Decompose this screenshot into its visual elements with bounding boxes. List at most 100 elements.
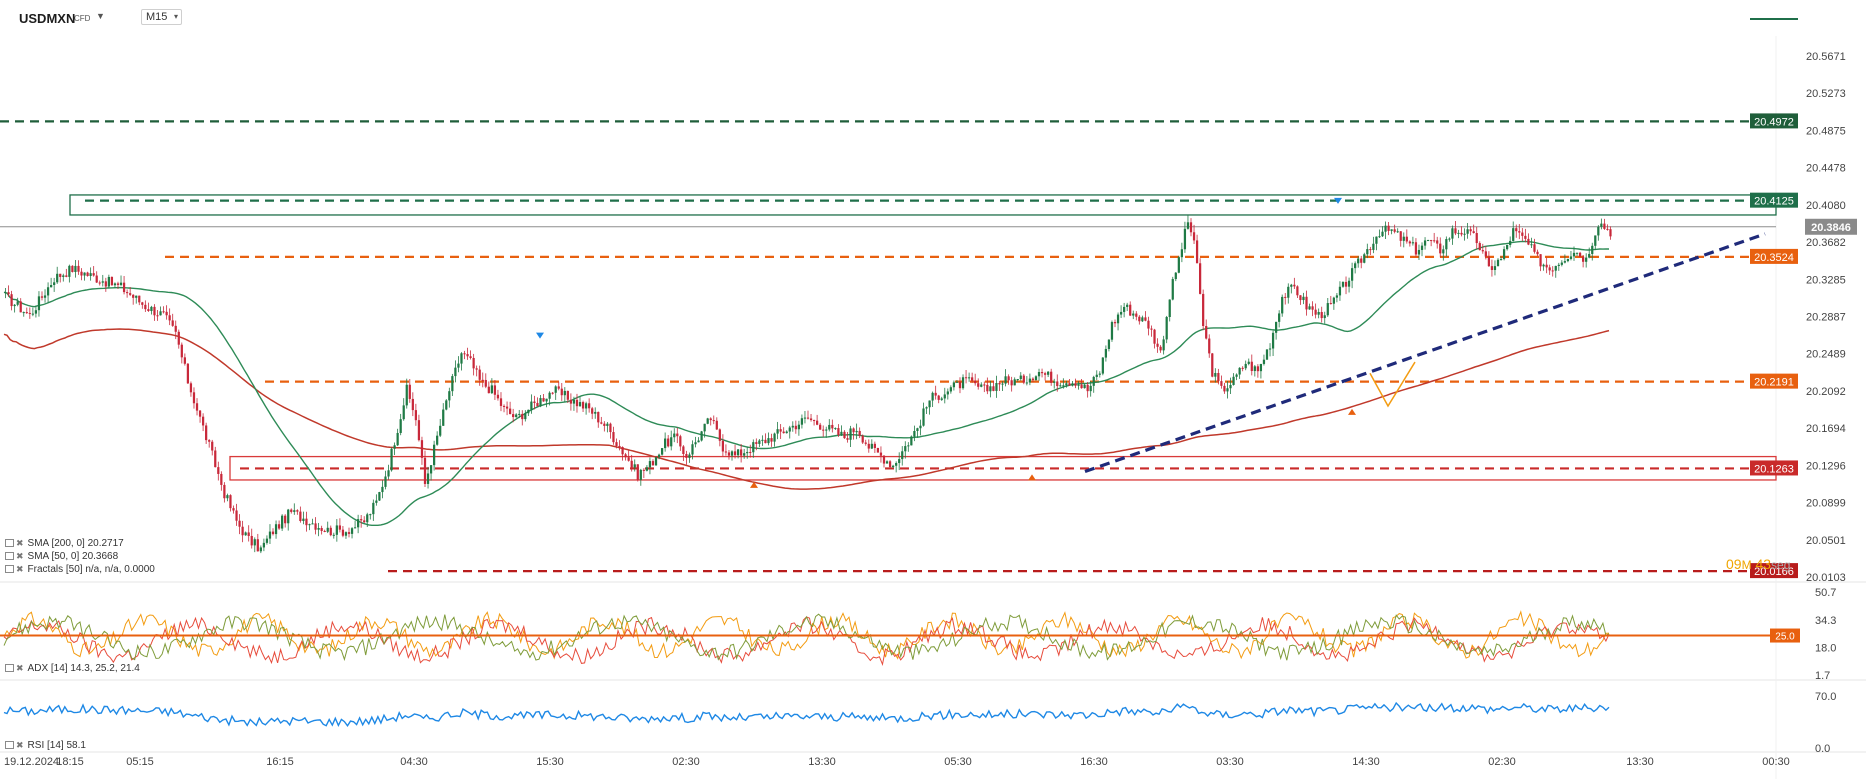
legend-adx[interactable]: ✖ ADX [14] 14.3, 25.2, 21.4 [5, 663, 140, 674]
candle-body [1165, 316, 1168, 340]
candle-body [885, 461, 889, 464]
candle-body [980, 384, 983, 387]
candle-body [828, 424, 831, 430]
close-icon[interactable]: ✖ [16, 538, 24, 548]
candle-body [709, 418, 712, 421]
candle-body [1481, 250, 1484, 252]
candle-body [998, 382, 1001, 385]
legend-sma200[interactable]: ✖ SMA [200, 0] 20.2717 [5, 538, 124, 549]
candle-body [846, 438, 849, 440]
fractal-marker [750, 481, 758, 488]
candles-group [4, 215, 1612, 554]
candle-body [858, 430, 861, 436]
candle-body [518, 413, 521, 415]
close-icon[interactable]: ✖ [16, 564, 24, 574]
close-icon[interactable]: ✖ [16, 551, 24, 561]
candle-body [733, 451, 737, 456]
candle-body [791, 425, 794, 428]
level-tag-label: 20.1263 [1754, 463, 1794, 475]
candle-body [493, 385, 497, 395]
candle-body [910, 436, 913, 446]
legend-rsi[interactable]: ✖ RSI [14] 58.1 [5, 740, 86, 751]
last-price-tag [1805, 218, 1857, 235]
candle-body [1168, 299, 1171, 317]
candle-body [1144, 317, 1147, 321]
candle-body [274, 524, 278, 535]
candle-body [302, 518, 305, 522]
candle-body [1502, 249, 1506, 260]
candle-body [1381, 231, 1384, 237]
legend-fractals[interactable]: ✖ Fractals [50] n/a, n/a, 0.0000 [5, 564, 155, 575]
candle-body [4, 292, 7, 294]
adx-tick-label: 34.3 [1815, 615, 1836, 627]
candle-body [89, 273, 92, 277]
symbol-dropdown-icon[interactable]: ▼ [96, 11, 105, 21]
candle-body [1229, 384, 1232, 389]
candle-body [1457, 232, 1460, 234]
candle-body [341, 529, 345, 536]
candle-body [1588, 253, 1591, 258]
time-tick-label: 13:30 [808, 756, 836, 768]
candle-body [1606, 228, 1609, 230]
candle-body [861, 435, 864, 443]
candle-body [1311, 306, 1314, 310]
candle-body [667, 438, 670, 447]
settings-icon[interactable] [5, 741, 14, 750]
candle-body [37, 296, 41, 311]
candle-body [597, 411, 600, 423]
candle-body [1320, 312, 1323, 319]
candle-body [600, 422, 603, 424]
candle-body [1107, 339, 1111, 349]
candle-body [542, 398, 545, 402]
time-tick-label: 15:30 [536, 756, 564, 768]
candle-body [815, 420, 819, 425]
candle-body [1408, 241, 1411, 244]
settings-icon[interactable] [5, 664, 14, 673]
settings-icon[interactable] [5, 552, 14, 561]
candle-body [837, 428, 840, 435]
candle-body [691, 444, 694, 455]
candle-body [1393, 229, 1396, 232]
close-icon[interactable]: ✖ [16, 740, 24, 750]
close-icon[interactable]: ✖ [16, 663, 24, 673]
candle-body [1074, 383, 1077, 386]
candle-body [1411, 242, 1415, 244]
symbol-name[interactable]: USDMXN [19, 11, 76, 26]
candle-body [1609, 229, 1612, 237]
level-tag-label: 20.4972 [1754, 116, 1794, 128]
candle-body [220, 473, 223, 485]
candle-body [1226, 388, 1229, 392]
candle-body [1095, 374, 1098, 377]
candle-body [609, 423, 612, 433]
candle-body [627, 457, 630, 461]
legend-sma50[interactable]: ✖ SMA [50, 0] 20.3668 [5, 551, 118, 562]
candle-body [110, 276, 114, 286]
price-tick-label: 20.4875 [1806, 125, 1846, 137]
timeframe-select[interactable]: M15 ▾ [141, 9, 182, 25]
candle-body [135, 295, 138, 298]
candle-body [1469, 229, 1472, 232]
candle-body [363, 520, 366, 523]
candle-body [1603, 223, 1606, 229]
candle-body [420, 440, 424, 458]
candle-body [1083, 384, 1086, 389]
candle-body [1509, 240, 1512, 245]
candle-body [1086, 384, 1089, 392]
settings-icon[interactable] [5, 539, 14, 548]
candle-body [569, 399, 573, 404]
candle-body [1268, 348, 1272, 350]
candle-body [405, 384, 408, 406]
candle-body [454, 367, 457, 377]
candle-body [189, 383, 193, 393]
sma200-line [3, 328, 1610, 490]
candle-body [1241, 367, 1244, 369]
candle-body [378, 492, 381, 501]
settings-icon[interactable] [5, 565, 14, 574]
timer-m-label: M [1741, 558, 1752, 572]
candle-body [806, 417, 810, 419]
candle-body [843, 431, 846, 439]
candle-body [1119, 311, 1123, 315]
candle-body [639, 469, 642, 480]
